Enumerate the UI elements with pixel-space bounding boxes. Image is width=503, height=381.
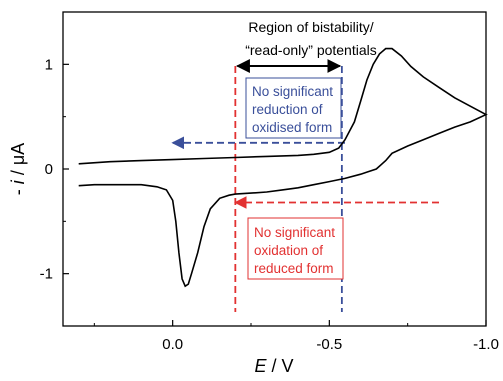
y-axis-label: - i / μA [8,143,28,195]
red-annotation-line-1: No significant [254,225,335,240]
x-tick-label: -0.5 [316,336,342,353]
red-annotation-line-2: oxidation of [254,243,323,258]
blue-annotation-line-3: oxidised form [252,120,332,135]
x-tick-label: 0.0 [162,336,183,353]
red-annotation-box [247,217,344,280]
x-tick-label: -1.0 [473,336,499,353]
red-annotation-line-3: reduced form [254,261,334,276]
y-tick-label: -1 [40,266,53,283]
cv-trace-line [78,47,488,288]
region-title-line-2: “read-only” potentials [245,42,377,58]
x-axis-ticks: 0.0 -0.5 -1.0 [93,320,499,353]
y-tick-label: 1 [45,56,53,73]
blue-annotation-box [245,77,342,139]
region-title-line-1: Region of bistability/ [248,19,373,35]
x-axis-label: E / V [254,356,293,376]
y-tick-label: 0 [45,161,53,178]
y-axis-ticks: 1 0 -1 [40,11,69,327]
blue-annotation-line-2: reduction of [252,102,323,117]
blue-annotation-line-1: No significant [252,84,333,99]
